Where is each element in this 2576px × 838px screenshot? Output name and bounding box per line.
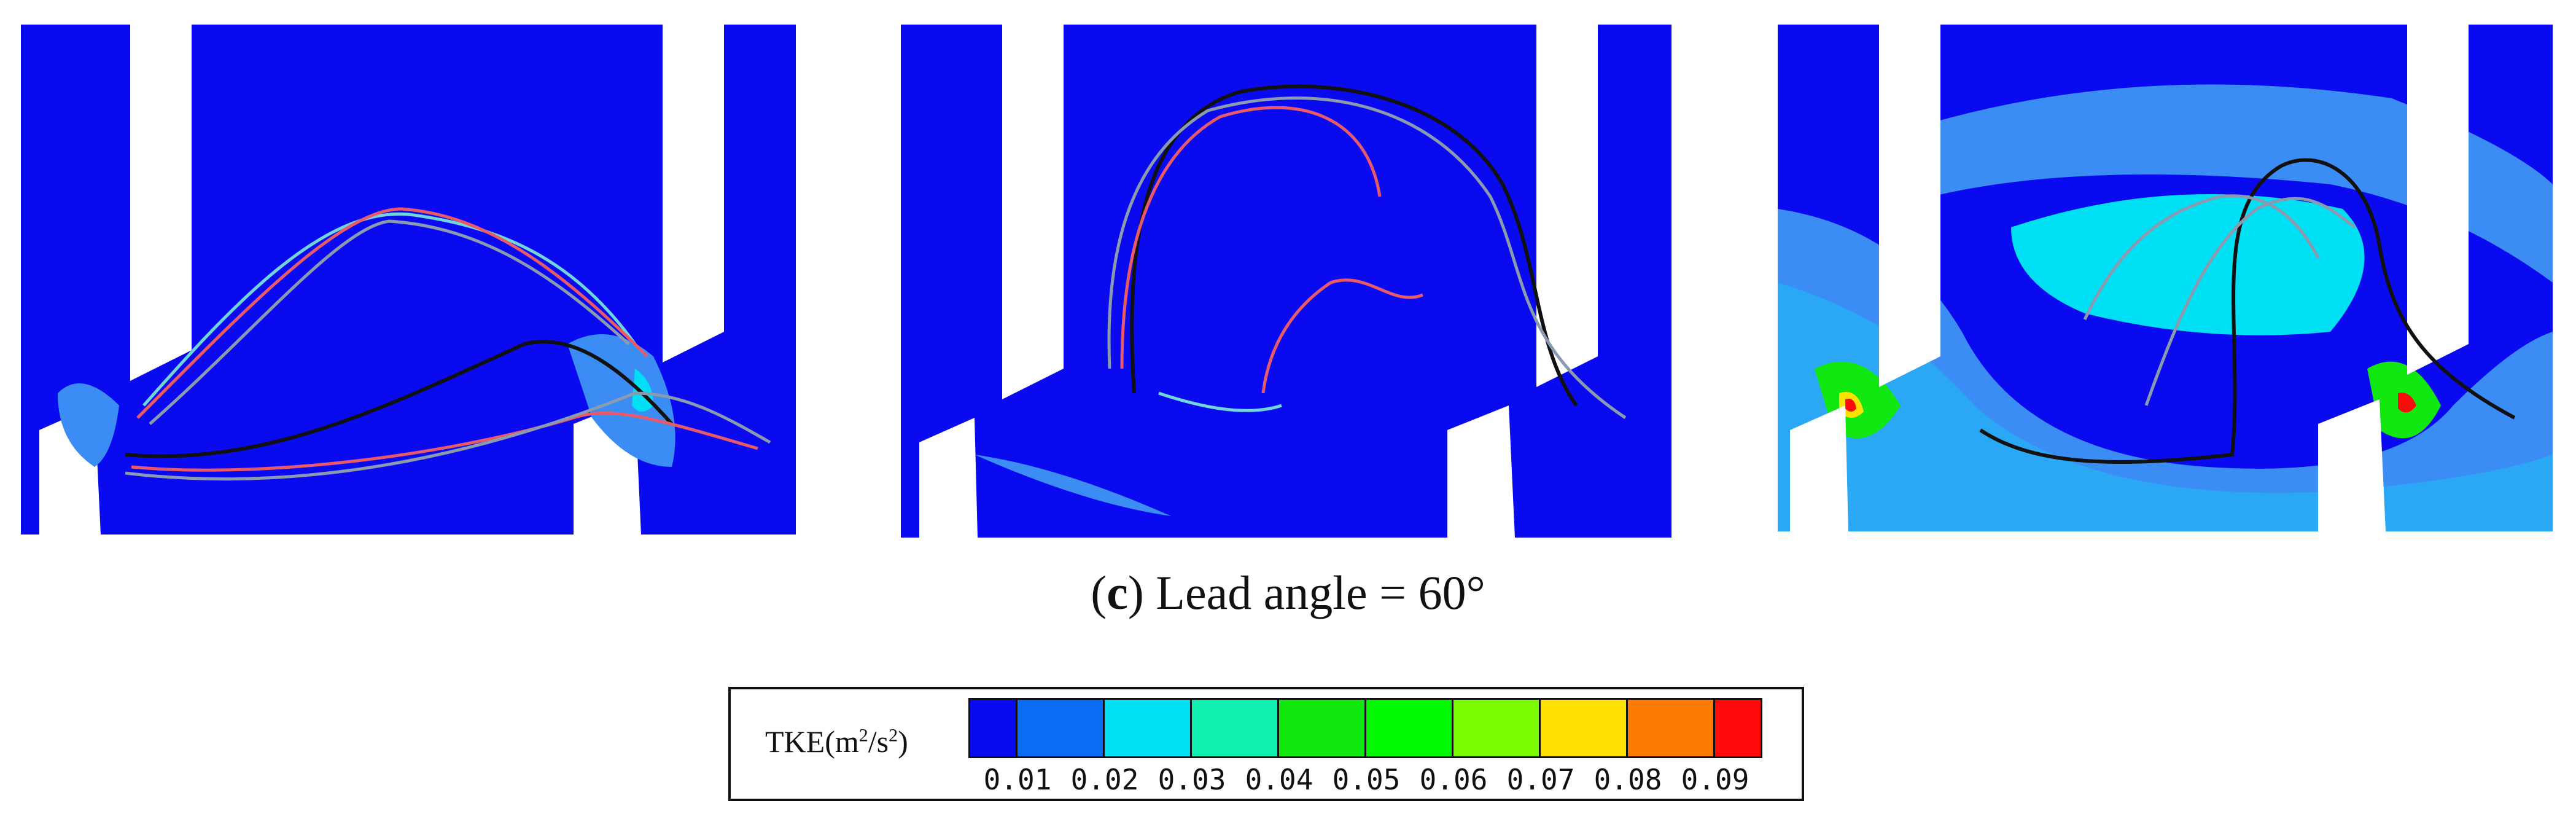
- tke-contour: [1845, 399, 1856, 412]
- particle-trajectory: [2083, 194, 2320, 321]
- colorbar-cell: [1713, 698, 1762, 758]
- particle-trajectory: [142, 212, 637, 407]
- legend-title-sup: 2: [858, 725, 868, 746]
- lower-blade-gap-right: [2318, 399, 2386, 531]
- legend-title-sup: 2: [889, 725, 898, 746]
- particle-trajectory: [2144, 197, 2356, 406]
- colorbar-legend: TKE(m2/s2) 0.01 0.02 0.03 0.04 0.05 0.06 0.07 0…: [728, 687, 1804, 801]
- particle-trajectory: [149, 219, 630, 425]
- colorbar-tick-label: 0.09: [1681, 763, 1749, 796]
- particle-trajectory: [136, 207, 648, 419]
- particle-trajectory: [1158, 391, 1282, 412]
- tke-contour: [567, 334, 675, 467]
- colorbar-tick-label: 0.07: [1506, 763, 1575, 796]
- upper-blade-gap-right: [663, 25, 724, 362]
- tke-contour: [2011, 194, 2365, 335]
- panel-1-svg: [21, 25, 796, 535]
- particle-trajectory: [1130, 84, 1578, 407]
- colorbar-cell: [1190, 698, 1279, 758]
- colorbar-tick-label: 0.02: [1070, 763, 1139, 796]
- colorbar-cell: [968, 698, 1018, 758]
- colorbar-cell: [1277, 698, 1366, 758]
- particle-trajectory: [1979, 158, 2516, 464]
- colorbar-cell: [1452, 698, 1541, 758]
- caption-letter: c: [1107, 566, 1128, 619]
- colorbar-cell: [1539, 698, 1628, 758]
- colorbar-cell: [1626, 698, 1715, 758]
- upper-blade-gap-right: [2407, 25, 2469, 375]
- particle-trajectory: [125, 340, 674, 458]
- upper-blade-gap-right: [1536, 25, 1598, 387]
- colorbar: [968, 698, 1762, 758]
- colorbar-cell: [1364, 698, 1453, 758]
- tke-contour: [1931, 84, 2553, 283]
- panel-2-contour: [901, 25, 1671, 538]
- colorbar-tick-label: 0.03: [1158, 763, 1226, 796]
- caption-prefix: (: [1091, 566, 1107, 619]
- panel-1-contour: [21, 25, 796, 535]
- tke-contour: [58, 383, 119, 467]
- colorbar-ticks: 0.01 0.02 0.03 0.04 0.05 0.06 0.07 0.08 0.09: [970, 763, 1769, 800]
- colorbar-cell: [1016, 698, 1105, 758]
- colorbar-tick-label: 0.01: [983, 763, 1052, 796]
- panel-2-svg: [901, 25, 1671, 538]
- lower-blade-gap-left: [919, 418, 978, 538]
- particle-trajectory: [1107, 96, 1627, 420]
- colorbar-tick-label: 0.06: [1419, 763, 1488, 796]
- figure-caption: (c) Lead angle = 60°: [0, 565, 2576, 621]
- legend-title: TKE(m2/s2): [765, 724, 908, 759]
- upper-blade-gap-left: [130, 25, 192, 381]
- tke-contour: [1778, 283, 2553, 531]
- colorbar-tick-label: 0.05: [1332, 763, 1401, 796]
- legend-title-prefix: TKE(m: [765, 724, 859, 759]
- colorbar-cell: [1103, 698, 1192, 758]
- colorbar-tick-label: 0.04: [1245, 763, 1313, 796]
- particle-trajectory: [1120, 106, 1382, 369]
- legend-title-mid: /s: [868, 724, 889, 759]
- particle-trajectory: [125, 391, 771, 481]
- tke-contour: [975, 455, 1171, 516]
- tke-contour: [2398, 393, 2416, 413]
- caption-text: ) Lead angle = 60°: [1127, 566, 1485, 619]
- upper-blade-gap-left: [1002, 25, 1064, 399]
- colorbar-tick-label: 0.08: [1593, 763, 1662, 796]
- particle-trajectory: [1261, 278, 1423, 394]
- legend-title-suffix: ): [898, 724, 908, 759]
- panel-3-contour: [1778, 25, 2553, 531]
- lower-blade-gap-left: [1790, 405, 1848, 531]
- upper-blade-gap-left: [1879, 25, 1940, 387]
- panel-3-svg: [1778, 25, 2553, 531]
- lower-blade-gap-right: [1447, 405, 1515, 538]
